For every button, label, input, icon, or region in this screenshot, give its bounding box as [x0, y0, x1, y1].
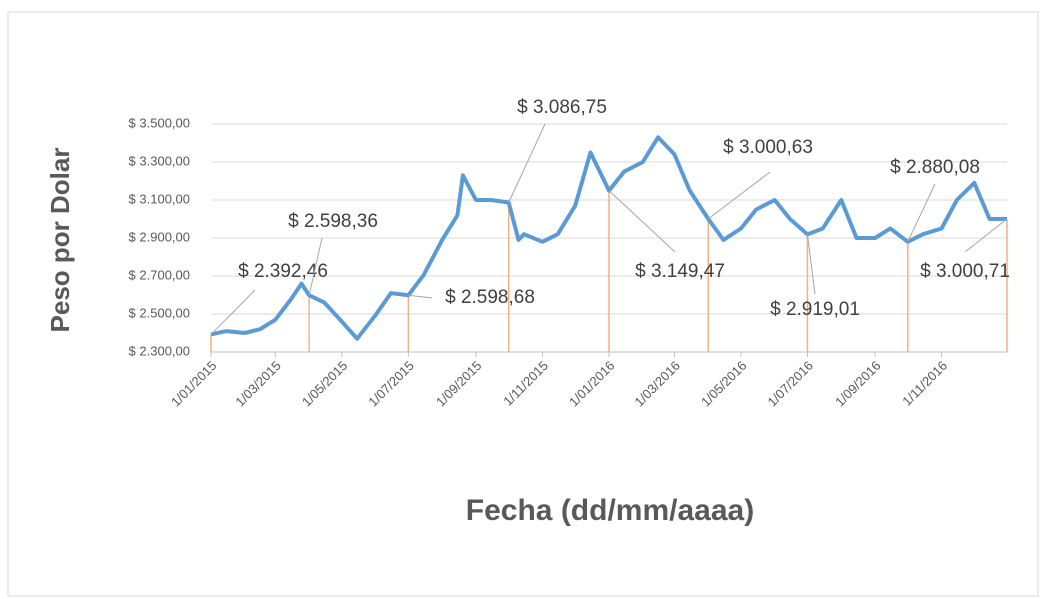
callout-leader: [308, 237, 323, 296]
x-axis-title: Fecha (dd/mm/aaaa): [466, 494, 754, 527]
callout-leader: [608, 190, 676, 253]
y-tick-label: $ 3.100,00: [129, 191, 190, 206]
y-tick-label: $ 2.500,00: [129, 305, 190, 320]
callout-label: $ 3.000,63: [723, 137, 813, 158]
callout-label: $ 2.598,36: [288, 211, 378, 232]
callout-label: $ 3.086,75: [517, 97, 607, 118]
callout-leader: [907, 183, 936, 242]
callout-label: $ 3.149,47: [635, 261, 725, 282]
data-line: [210, 135, 1008, 341]
callout-label: $ 2.880,08: [890, 157, 980, 178]
chart-frame: [7, 11, 1039, 597]
callout-label: $ 2.919,01: [770, 299, 860, 320]
y-tick-label: $ 2.900,00: [129, 229, 190, 244]
y-tick-label: $ 3.300,00: [129, 153, 190, 168]
callout-leader: [508, 123, 546, 203]
callout-label: $ 2.598,68: [445, 287, 535, 308]
callout-label: $ 3.000,71: [920, 261, 1010, 282]
callout-leader: [210, 289, 256, 335]
y-axis-title: Peso por Dolar: [45, 148, 75, 333]
callout-leader: [408, 294, 433, 299]
callout-leader: [806, 234, 816, 295]
callout-leader: [964, 218, 1008, 253]
callout-leader: [707, 171, 771, 220]
y-tick-label: $ 2.300,00: [129, 343, 190, 358]
callout-label: $ 2.392,46: [238, 261, 328, 282]
y-tick-label: $ 3.500,00: [129, 115, 190, 130]
y-tick-label: $ 2.700,00: [129, 267, 190, 282]
